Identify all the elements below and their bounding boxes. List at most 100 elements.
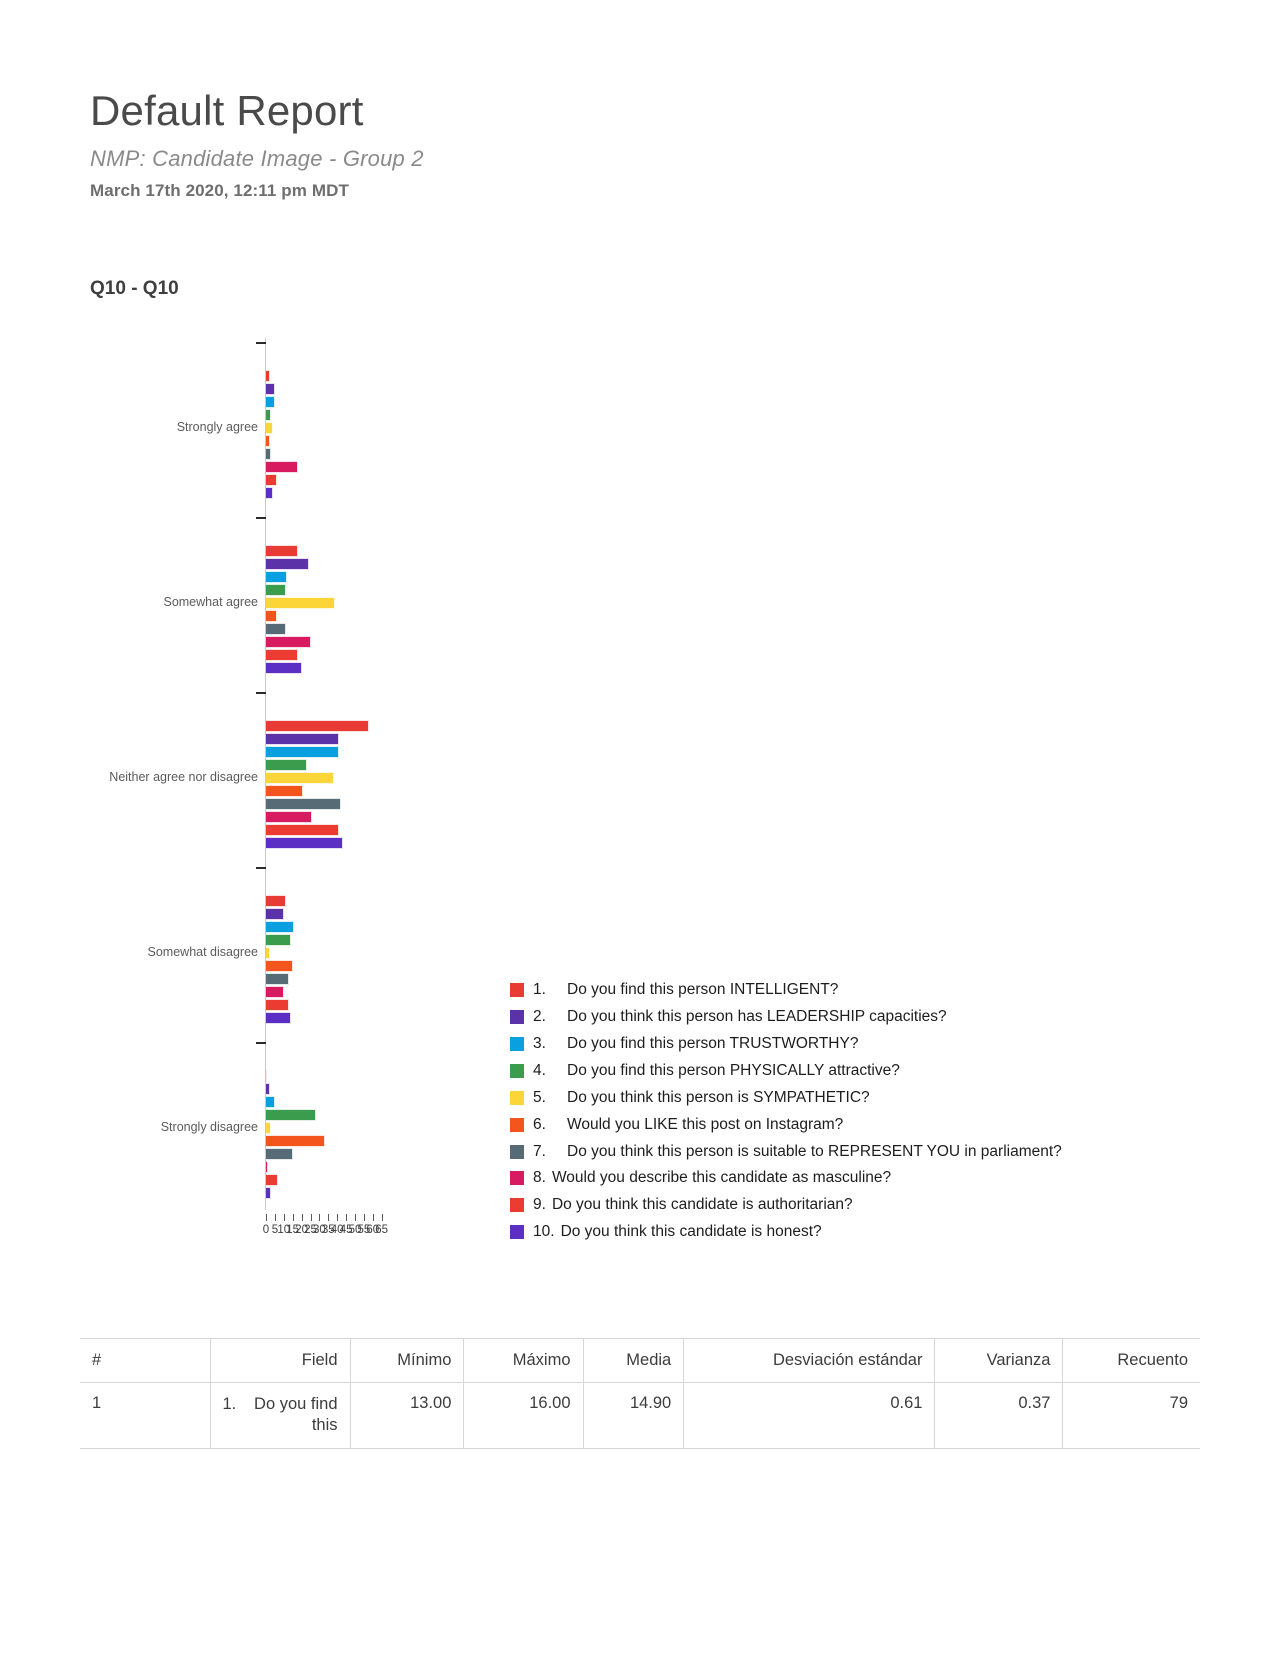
chart-bar[interactable] (266, 960, 293, 972)
chart-bar[interactable] (266, 1148, 293, 1160)
chart-x-tick-label: 60 (366, 1224, 380, 1236)
legend-item-number: 5. (533, 1088, 546, 1106)
chart-bar[interactable] (266, 720, 370, 732)
chart-bar[interactable] (266, 824, 339, 836)
cell-index: 1 (80, 1382, 211, 1449)
legend-item[interactable]: 5. Do you think this person is SYMPATHETI… (510, 1088, 1230, 1109)
chart-bar[interactable] (266, 623, 286, 635)
chart-bar[interactable] (266, 811, 313, 823)
chart-x-tick-label: 10 (277, 1224, 291, 1236)
chart-bar[interactable] (266, 448, 272, 460)
chart-bar[interactable] (266, 759, 307, 771)
chart-x-tick (301, 1214, 303, 1221)
chart-bar[interactable] (266, 1161, 268, 1173)
legend-swatch-icon (510, 1090, 524, 1105)
chart-bar-set (266, 720, 370, 850)
chart-bar[interactable] (266, 798, 341, 810)
legend-item-number: 7. (533, 1142, 546, 1160)
chart-bar[interactable] (266, 999, 290, 1011)
chart-plot-area: Strongly agree Somewhat agree Neither agre… (90, 330, 490, 1236)
chart-bar[interactable] (266, 474, 277, 486)
chart-bar[interactable] (266, 1135, 325, 1147)
legend-swatch-icon (510, 1225, 524, 1240)
chart-bar[interactable] (266, 785, 304, 797)
chart-bar-set (266, 545, 336, 675)
chart-bar[interactable] (266, 772, 334, 784)
chart-bar[interactable] (266, 986, 284, 998)
chart-axis-tick (256, 342, 266, 344)
col-recuento: Recuento (1062, 1338, 1200, 1383)
legend-item-label: Do you find this person PHYSICALLY attra… (567, 1061, 900, 1079)
legend-item-label: Do you think this person has LEADERSHIP … (567, 1007, 947, 1025)
chart-bar[interactable] (266, 934, 291, 946)
legend-swatch-icon (510, 1198, 524, 1213)
chart-x-tick-label: 20 (295, 1224, 308, 1236)
chart-bar[interactable] (266, 973, 290, 985)
chart-bar[interactable] (266, 610, 277, 622)
chart-bar[interactable] (266, 571, 288, 583)
chart-bar[interactable] (266, 545, 299, 557)
chart-x-tick-label: 55 (357, 1224, 371, 1236)
chart-bar[interactable] (266, 1122, 272, 1134)
legend-swatch-icon (510, 1063, 524, 1078)
legend-swatch-icon (510, 1009, 524, 1024)
legend-item[interactable]: 6. Would you LIKE this post on Instagram? (510, 1115, 1230, 1136)
chart-bar[interactable] (266, 1083, 270, 1095)
statistics-table: # Field Mínimo Máximo Media Desviación e… (80, 1338, 1200, 1449)
chart-bar[interactable] (266, 461, 299, 473)
legend-item[interactable]: 9. Do you think this candidate is authori… (510, 1195, 1230, 1216)
chart-bar[interactable] (266, 1174, 279, 1186)
table-row: 1 1. Do you find this 13.00 16.00 14.90 … (80, 1382, 1200, 1449)
chart-bar[interactable] (266, 396, 275, 408)
cell-varianza: 0.37 (934, 1382, 1064, 1449)
chart-bar[interactable] (266, 947, 270, 959)
legend-item[interactable]: 4. Do you find this person PHYSICALLY att… (510, 1061, 1230, 1082)
chart-bar[interactable] (266, 921, 295, 933)
cell-maximo: 16.00 (463, 1382, 584, 1449)
cell-recuento: 79 (1062, 1382, 1200, 1449)
chart-bar[interactable] (266, 837, 343, 849)
report-header: Default Report NMP: Candidate Image - Gr… (90, 87, 424, 201)
chart-bar[interactable] (266, 558, 309, 570)
legend-item[interactable]: 10. Do you think this candidate is honest… (510, 1222, 1230, 1243)
table-header-row: # Field Mínimo Máximo Media Desviación e… (80, 1338, 1200, 1383)
legend-item[interactable]: 7. Do you think this person is suitable t… (510, 1142, 1230, 1163)
chart-x-tick-label: 65 (375, 1224, 389, 1236)
chart-bar[interactable] (266, 1096, 275, 1108)
legend-item[interactable]: 1. Do you find this person INTELLIGENT? (510, 980, 1230, 1001)
chart-axis-tick (256, 517, 266, 519)
legend-item-number: 10. (533, 1223, 555, 1241)
chart-x-tick (266, 1214, 267, 1221)
chart-bar[interactable] (266, 422, 274, 434)
legend-item[interactable]: 8. Would you describe this candidate as m… (510, 1168, 1230, 1189)
table-body: 1 1. Do you find this 13.00 16.00 14.90 … (80, 1382, 1200, 1449)
chart-bar[interactable] (266, 370, 270, 382)
legend-item[interactable]: 2. Do you think this person has LEADERSHI… (510, 1007, 1230, 1028)
cell-minimo: 13.00 (350, 1382, 465, 1449)
chart-bar[interactable] (266, 733, 339, 745)
chart-axis-tick (256, 867, 266, 869)
chart-bar[interactable] (266, 1012, 291, 1024)
chart-bar[interactable] (266, 383, 275, 395)
chart-bar[interactable] (266, 597, 336, 609)
chart-x-tick (346, 1214, 348, 1221)
cell-field-number: 1. (222, 1394, 237, 1413)
legend-item-number: 9. (533, 1196, 546, 1214)
legend-item[interactable]: 3. Do you find this person TRUSTWORTHY? (510, 1034, 1230, 1055)
chart-bar[interactable] (266, 584, 286, 596)
chart-bar[interactable] (266, 895, 286, 907)
chart-bar[interactable] (266, 435, 270, 447)
chart-bar[interactable] (266, 649, 299, 661)
chart-bar[interactable] (266, 1187, 272, 1199)
chart-x-tick-label: 30 (312, 1224, 326, 1236)
chart-bar[interactable] (266, 662, 302, 674)
chart-bar[interactable] (266, 746, 339, 758)
chart-bar[interactable] (266, 409, 272, 421)
chart-bar[interactable] (266, 908, 284, 920)
chart-bar[interactable] (266, 636, 311, 648)
chart-bar[interactable] (266, 1070, 267, 1082)
chart-bar-set (266, 895, 295, 1025)
chart-bar[interactable] (266, 487, 274, 499)
chart-bar[interactable] (266, 1109, 316, 1121)
